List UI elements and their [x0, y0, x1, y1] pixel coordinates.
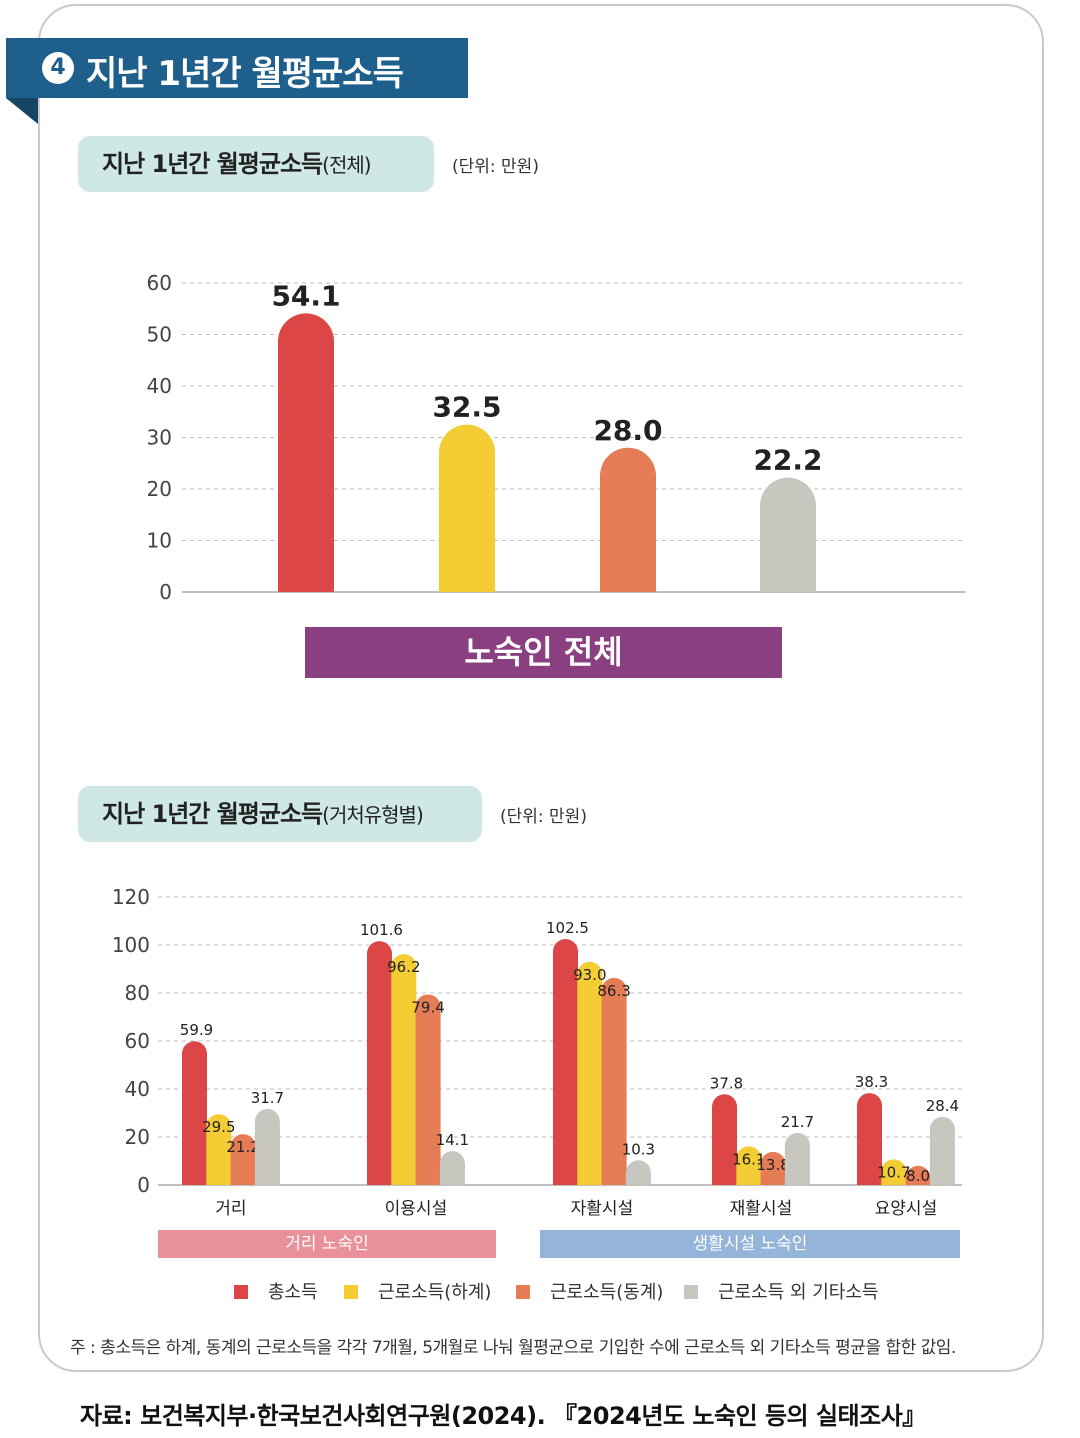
chart2-bar [230, 1134, 256, 1185]
chart2-data-label: 10.3 [622, 1140, 655, 1158]
chart2-bar [367, 941, 392, 1185]
chart2-subtitle: (거처유형별) [322, 803, 424, 827]
source-citation: 자료: 보건복지부·한국보건사회연구원(2024). 『2024년도 노숙인 등… [80, 1402, 926, 1430]
chart2-bar [905, 1165, 931, 1185]
chart2-ytick-label: 40 [125, 1077, 150, 1101]
section-number-badge: 4 [42, 52, 74, 84]
chart1-title: 지난 1년간 월평균소득 [102, 150, 323, 178]
chart2-xtick-label: 거리 [215, 1199, 246, 1219]
chart2-data-label: 102.5 [546, 919, 589, 937]
legend-label: 근로소득(동계) [550, 1282, 664, 1303]
chart2-xtick-label: 요양시설 [875, 1199, 938, 1219]
chart1-ytick-label: 0 [159, 580, 172, 604]
chart2-bar [577, 961, 603, 1185]
chart1-title-pill: 지난 1년간 월평균소득(전체) [78, 136, 434, 192]
chart2-data-label: 37.8 [710, 1074, 743, 1092]
chart2-data-label: 8.0 [906, 1167, 930, 1185]
chart1-data-label: 54.1 [271, 279, 340, 312]
legend-item-summer-work: 근로소득(하계) [344, 1278, 491, 1304]
chart1-ytick-label: 30 [147, 426, 172, 450]
chart2-bar [182, 1041, 207, 1185]
chart2-income-by-residence: 0 20 40 60 80 100 120 59.9 29.5 21.2 31.7 거리 101.6 96… [112, 885, 962, 1219]
legend-swatch [344, 1285, 358, 1299]
chart2-bar [601, 977, 627, 1185]
legend-label: 근로소득 외 기타소득 [718, 1282, 879, 1303]
chart2-bar [553, 938, 578, 1185]
ribbon-fold [6, 98, 38, 124]
legend-label: 총소득 [268, 1282, 318, 1303]
chart2-data-label: 93.0 [573, 966, 606, 984]
chart2-bar [881, 1159, 907, 1185]
chart2-data-label: 29.5 [202, 1118, 235, 1136]
chart2-data-label: 14.1 [436, 1131, 469, 1149]
chart1-ytick-label: 10 [147, 529, 172, 553]
chart2-title-pill: 지난 1년간 월평균소득(거처유형별) [78, 786, 482, 842]
legend-label: 근로소득(하계) [378, 1282, 492, 1303]
chart1-ytick-label: 60 [147, 271, 172, 295]
chart2-ytick-label: 100 [112, 933, 150, 957]
chart2-data-label: 59.9 [180, 1021, 213, 1039]
chart1-unit: (단위: 만원) [452, 157, 539, 177]
chart2-data-label: 10.7 [877, 1163, 910, 1181]
chart1-bar [600, 447, 656, 592]
chart2-data-label: 79.4 [411, 998, 444, 1016]
chart2-data-label: 13.8 [756, 1156, 789, 1174]
legend-item-winter-work: 근로소득(동계) [516, 1278, 663, 1304]
chart2-data-label: 86.3 [597, 982, 630, 1000]
chart2-unit: (단위: 만원) [500, 807, 587, 827]
chart2-data-label: 21.7 [781, 1113, 814, 1131]
section-ribbon: 4 지난 1년간 월평균소득 [6, 38, 468, 98]
chart1-ytick-label: 50 [147, 323, 172, 347]
chart2-bar [857, 1093, 882, 1185]
chart2-title: 지난 1년간 월평균소득 [102, 800, 323, 828]
chart2-ytick-label: 20 [125, 1125, 150, 1149]
chart1-ytick-label: 20 [147, 477, 172, 501]
chart2-ytick-label: 80 [125, 981, 150, 1005]
section-title: 지난 1년간 월평균소득 [86, 54, 404, 94]
category-band-all-homeless: 노숙인 전체 [305, 627, 782, 678]
group-band-street-homeless: 거리 노숙인 [158, 1230, 496, 1258]
chart2-bar [439, 1151, 465, 1185]
chart2-bar [784, 1132, 810, 1185]
chart2-bar [415, 994, 441, 1185]
chart1-bar [278, 313, 334, 592]
chart1-bar [760, 477, 816, 592]
footnote: 주 : 총소득은 하계, 동계의 근로소득을 각각 7개월, 5개월로 나눠 월… [70, 1338, 956, 1358]
legend-swatch [516, 1285, 530, 1299]
legend-item-total: 총소득 [234, 1278, 318, 1304]
group-band-facility-homeless: 생활시설 노숙인 [540, 1230, 960, 1258]
chart1-bar [439, 424, 495, 592]
chart1-data-label: 28.0 [593, 414, 662, 447]
legend-swatch [234, 1285, 248, 1299]
chart2-ytick-label: 0 [137, 1173, 150, 1197]
chart2-data-label: 38.3 [855, 1073, 888, 1091]
chart2-bar [206, 1114, 232, 1185]
chart2-data-label: 28.4 [926, 1097, 959, 1115]
chart2-ytick-label: 60 [125, 1029, 150, 1053]
chart2-xtick-label: 자활시설 [571, 1199, 634, 1219]
chart2-data-label: 16.1 [732, 1150, 765, 1168]
chart1-subtitle: (전체) [322, 153, 371, 177]
chart2-bar [391, 954, 417, 1185]
chart-legend: 총소득 근로소득(하계) 근로소득(동계) 근로소득 외 기타소득 [0, 1278, 1080, 1308]
chart2-bar [254, 1108, 280, 1185]
chart2-bar [712, 1094, 737, 1185]
chart2-data-label: 21.2 [226, 1138, 259, 1156]
legend-swatch [684, 1285, 698, 1299]
chart2-bar [736, 1146, 762, 1185]
chart2-data-label: 31.7 [251, 1089, 284, 1107]
chart2-bar [929, 1116, 955, 1185]
chart1-overall-income: 0 10 20 30 40 50 60 54.1 32.5 28.0 22.2 [147, 271, 965, 604]
chart2-bar [760, 1151, 786, 1185]
chart2-data-label: 96.2 [387, 958, 420, 976]
chart2-data-label: 101.6 [360, 921, 403, 939]
chart2-xtick-label: 이용시설 [385, 1199, 448, 1219]
chart2-bar [625, 1160, 651, 1185]
legend-item-other-income: 근로소득 외 기타소득 [684, 1278, 878, 1304]
chart1-ytick-label: 40 [147, 374, 172, 398]
chart2-ytick-label: 120 [112, 885, 150, 909]
chart1-data-label: 32.5 [432, 391, 501, 424]
chart1-data-label: 22.2 [753, 444, 822, 477]
chart2-xtick-label: 재활시설 [730, 1199, 793, 1219]
